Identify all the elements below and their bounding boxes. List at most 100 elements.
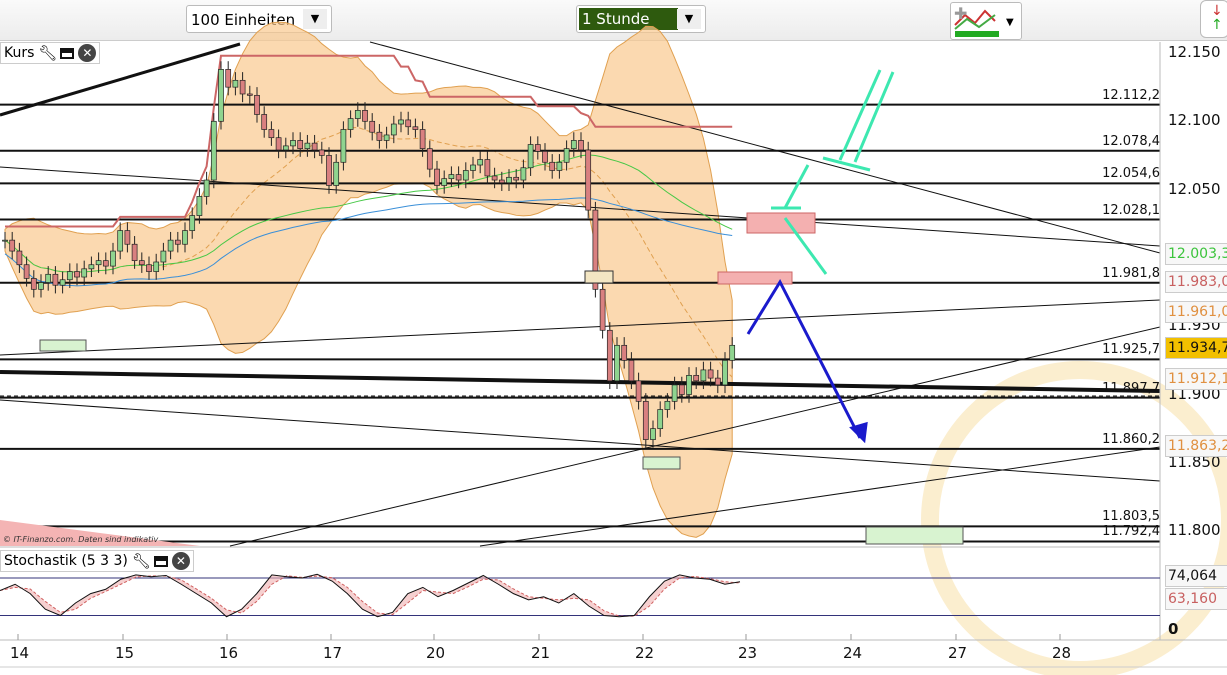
candle[interactable] — [203, 179, 210, 197]
candle[interactable] — [340, 129, 347, 163]
candle[interactable] — [167, 239, 174, 252]
candle[interactable] — [678, 384, 685, 395]
candle[interactable] — [362, 110, 368, 122]
candle[interactable] — [16, 250, 23, 266]
candle[interactable] — [9, 239, 16, 252]
maximize-icon[interactable] — [153, 555, 168, 567]
candle[interactable] — [448, 174, 455, 180]
candle[interactable] — [455, 174, 462, 181]
candle[interactable] — [95, 260, 102, 266]
candle[interactable] — [146, 264, 152, 272]
candle[interactable] — [2, 239, 8, 242]
cyan-arrow[interactable] — [853, 71, 895, 163]
candle[interactable] — [642, 400, 649, 440]
candle[interactable] — [585, 149, 592, 211]
candle[interactable] — [210, 120, 217, 181]
resistance-zone[interactable] — [717, 271, 793, 285]
candle[interactable] — [110, 250, 116, 267]
candle[interactable] — [470, 164, 476, 171]
period-select[interactable]: 1 Stunde ▼ — [576, 5, 706, 33]
wrench-icon[interactable]: 🔧︎ — [38, 44, 58, 62]
candle[interactable] — [628, 360, 635, 382]
candle[interactable] — [570, 140, 577, 149]
support-zone[interactable] — [39, 339, 87, 352]
candle[interactable] — [225, 69, 232, 88]
candle[interactable] — [275, 137, 282, 151]
candle[interactable] — [556, 161, 563, 171]
candle[interactable] — [318, 149, 325, 156]
candle[interactable] — [592, 209, 599, 290]
candle[interactable] — [196, 196, 203, 216]
candle[interactable] — [333, 161, 340, 186]
candle[interactable] — [74, 271, 80, 278]
candle[interactable] — [102, 260, 109, 267]
add-indicator-button[interactable]: ✚ ▼ — [950, 2, 1022, 40]
candle[interactable] — [729, 344, 736, 361]
candle[interactable] — [621, 344, 628, 361]
trend-line[interactable] — [0, 370, 1161, 393]
cyan-arrow[interactable] — [783, 164, 810, 209]
candle[interactable] — [606, 329, 613, 382]
trade-button[interactable]: ↓ ↑ — [1200, 0, 1227, 38]
candle[interactable] — [498, 179, 505, 184]
candle[interactable] — [542, 151, 548, 163]
candle[interactable] — [66, 271, 73, 281]
support-zone[interactable] — [865, 526, 964, 545]
candle[interactable] — [578, 140, 584, 151]
candle[interactable] — [261, 114, 268, 130]
candle[interactable] — [52, 273, 59, 286]
candle[interactable] — [714, 377, 721, 386]
candle[interactable] — [311, 142, 318, 151]
candle[interactable] — [484, 159, 491, 177]
candle[interactable] — [160, 250, 167, 263]
candle[interactable] — [477, 159, 484, 166]
candle[interactable] — [650, 428, 656, 440]
trend-line[interactable] — [479, 446, 1161, 547]
candle[interactable] — [491, 175, 498, 181]
candle[interactable] — [700, 369, 707, 382]
candle[interactable] — [693, 375, 700, 382]
candle[interactable] — [405, 119, 412, 128]
candle[interactable] — [390, 123, 397, 136]
candle[interactable] — [246, 93, 253, 96]
units-select[interactable]: 100 Einheiten ▼ — [186, 5, 332, 33]
chevron-down-icon[interactable]: ▼ — [677, 9, 701, 29]
trend-line[interactable] — [0, 166, 1161, 247]
candle[interactable] — [131, 243, 138, 261]
trend-line[interactable] — [0, 42, 241, 117]
candle[interactable] — [520, 167, 527, 181]
chevron-down-icon[interactable]: ▼ — [303, 9, 327, 29]
candle[interactable] — [707, 369, 714, 379]
candle[interactable] — [347, 118, 354, 130]
candle[interactable] — [297, 140, 304, 149]
candle[interactable] — [441, 178, 448, 186]
candle[interactable] — [23, 264, 30, 279]
candle[interactable] — [426, 148, 433, 170]
candle[interactable] — [686, 375, 692, 395]
candle[interactable] — [383, 134, 390, 141]
close-icon[interactable]: ✕ — [171, 552, 190, 570]
candle[interactable] — [117, 230, 124, 252]
candle[interactable] — [376, 131, 383, 141]
candle[interactable] — [354, 110, 361, 119]
candle[interactable] — [232, 79, 239, 88]
candle[interactable] — [549, 161, 556, 171]
candle[interactable] — [218, 69, 224, 122]
wrench-icon[interactable]: 🔧︎ — [131, 552, 151, 570]
candle[interactable] — [45, 273, 52, 283]
candle[interactable] — [326, 155, 332, 186]
blue-forecast-arrow[interactable] — [746, 278, 862, 439]
candle[interactable] — [635, 380, 642, 402]
candle[interactable] — [527, 144, 534, 169]
trend-line[interactable] — [229, 326, 1161, 547]
candle[interactable] — [124, 230, 131, 245]
candle[interactable] — [614, 344, 620, 382]
candle[interactable] — [38, 282, 44, 290]
candle[interactable] — [534, 144, 541, 152]
candle[interactable] — [282, 145, 289, 151]
candle[interactable] — [59, 279, 66, 286]
candle[interactable] — [599, 288, 606, 331]
candle[interactable] — [304, 142, 311, 149]
candle[interactable] — [462, 170, 469, 181]
